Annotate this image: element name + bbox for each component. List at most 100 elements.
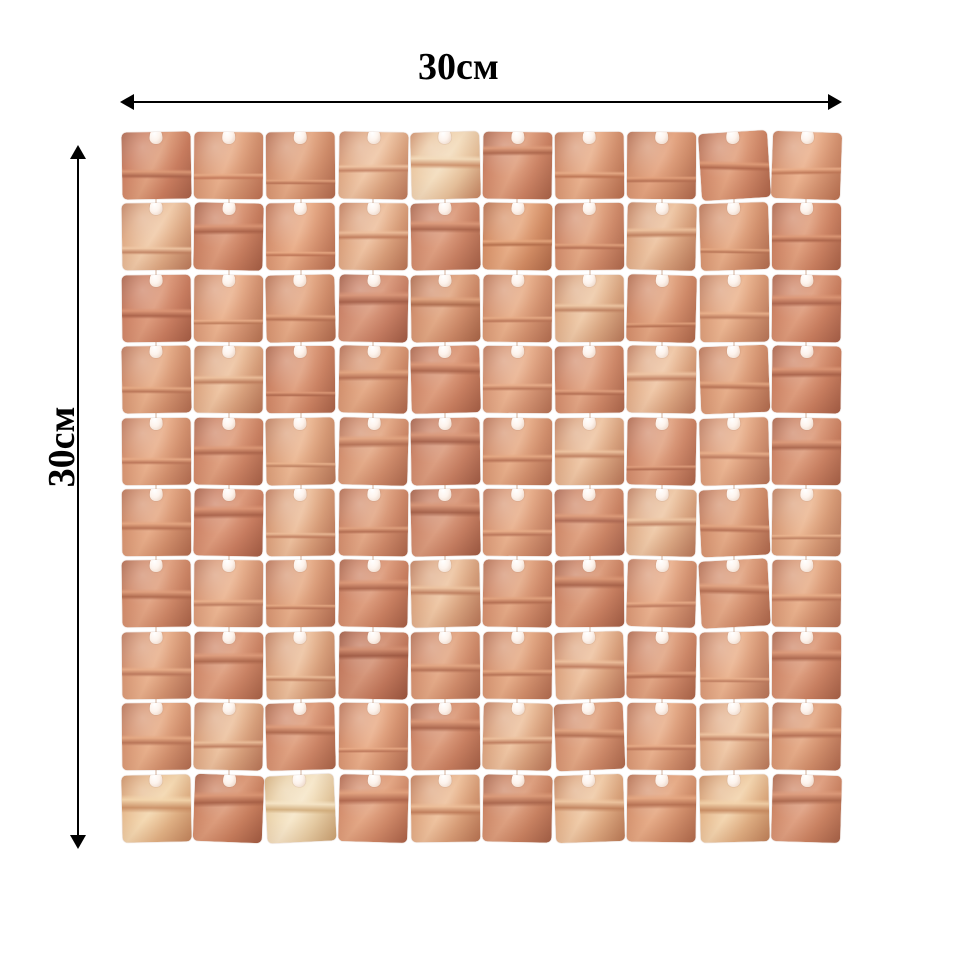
sequin: [266, 203, 336, 271]
sequin: [482, 202, 553, 271]
sequin: [554, 345, 625, 414]
sequin: [626, 202, 697, 272]
sequin: [553, 701, 626, 772]
sequin: [554, 203, 625, 271]
sequin: [699, 702, 769, 771]
sequin: [409, 131, 481, 200]
sequin: [121, 274, 192, 343]
sequin: [626, 273, 697, 343]
sequin-attachment-tab: [366, 702, 380, 716]
sequin: [410, 631, 480, 699]
sequin: [338, 488, 408, 557]
sequin: [121, 773, 192, 843]
sequin: [193, 702, 264, 771]
sequin-attachment-tab: [510, 488, 525, 502]
height-arrow-top-head: [70, 145, 86, 159]
sequin: [771, 560, 841, 628]
sequin: [193, 488, 264, 557]
sequin-attachment-tab: [366, 345, 381, 359]
sequin: [410, 488, 481, 557]
sequin-attachment-tab: [222, 631, 236, 644]
sequin-attachment-tab: [511, 702, 525, 716]
sequin-attachment-tab: [726, 702, 741, 716]
sequin: [482, 559, 553, 628]
sequin: [482, 488, 552, 557]
sequin: [410, 202, 481, 271]
sequin-attachment-tab: [366, 559, 381, 573]
sequin: [193, 274, 264, 342]
sequin-attachment-tab: [437, 131, 452, 145]
sequin-attachment-tab: [511, 417, 525, 430]
sequin-attachment-tab: [149, 559, 163, 573]
sequin: [193, 631, 264, 700]
sequin: [482, 131, 553, 200]
sequin-attachment-tab: [438, 274, 452, 287]
sequin: [554, 274, 625, 342]
sequin: [121, 488, 191, 557]
sequin: [265, 416, 336, 486]
sequin-attachment-tab: [582, 131, 596, 145]
sequin-attachment-tab: [366, 131, 381, 145]
sequin-attachment-tab: [222, 345, 236, 359]
sequin-attachment-tab: [511, 274, 525, 287]
sequin: [410, 417, 481, 486]
sequin: [121, 417, 192, 485]
sequin-attachment-tab: [149, 631, 163, 644]
sequin: [482, 345, 552, 414]
sequin: [770, 773, 842, 843]
sequin: [264, 772, 337, 844]
sequin-attachment-tab: [582, 274, 596, 287]
sequin: [482, 274, 553, 343]
sequin-attachment-tab: [655, 131, 669, 145]
sequin-attachment-tab: [726, 416, 740, 430]
sequin-thread: [299, 196, 302, 210]
sequin: [409, 559, 481, 629]
sequin-attachment-tab: [799, 345, 814, 359]
sequin: [121, 559, 192, 628]
sequin: [771, 631, 841, 699]
height-dimension-line: [77, 155, 79, 841]
sequin-attachment-tab: [799, 203, 813, 216]
sequin-attachment-tab: [581, 773, 596, 787]
sequin-attachment-tab: [438, 774, 452, 787]
sequin: [410, 274, 481, 343]
sequin: [266, 345, 336, 414]
sequin-attachment-tab: [799, 702, 814, 716]
sequin-thread: [516, 339, 519, 353]
sequin-attachment-tab: [511, 131, 525, 145]
sequin: [555, 417, 625, 485]
sequin-attachment-tab: [222, 773, 237, 787]
width-dimension-line: [128, 101, 834, 103]
sequin: [698, 487, 770, 558]
sequin-attachment-tab: [511, 773, 525, 787]
sequin: [554, 131, 625, 200]
sequin: [770, 130, 842, 201]
sequin: [337, 345, 409, 414]
sequin-attachment-tab: [437, 202, 452, 216]
height-dimension-label: 30см: [41, 406, 83, 488]
sequin: [698, 344, 770, 415]
sequin: [265, 702, 336, 771]
sequin-attachment-tab: [293, 488, 307, 502]
sequin-attachment-tab: [799, 631, 813, 644]
sequin-attachment-tab: [366, 203, 380, 216]
sequin: [697, 558, 770, 630]
sequin-attachment-tab: [800, 130, 814, 145]
sequin: [121, 702, 192, 771]
sequin-attachment-tab: [799, 417, 814, 430]
width-arrow-left-head: [120, 94, 134, 110]
sequin: [626, 774, 697, 842]
sequin-attachment-tab: [725, 487, 740, 502]
sequin: [192, 773, 265, 843]
sequin-attachment-tab: [437, 488, 452, 502]
sequin-attachment-tab: [149, 702, 163, 716]
sequin: [482, 702, 553, 771]
sequin-attachment-tab: [366, 274, 381, 287]
sequin: [337, 773, 409, 843]
sequin-attachment-tab: [799, 560, 813, 573]
sequin-attachment-tab: [438, 702, 452, 716]
sequin: [121, 345, 192, 414]
width-arrow-right-head: [828, 94, 842, 110]
sequin-attachment-tab: [726, 773, 740, 787]
sequin-attachment-tab: [293, 131, 308, 145]
